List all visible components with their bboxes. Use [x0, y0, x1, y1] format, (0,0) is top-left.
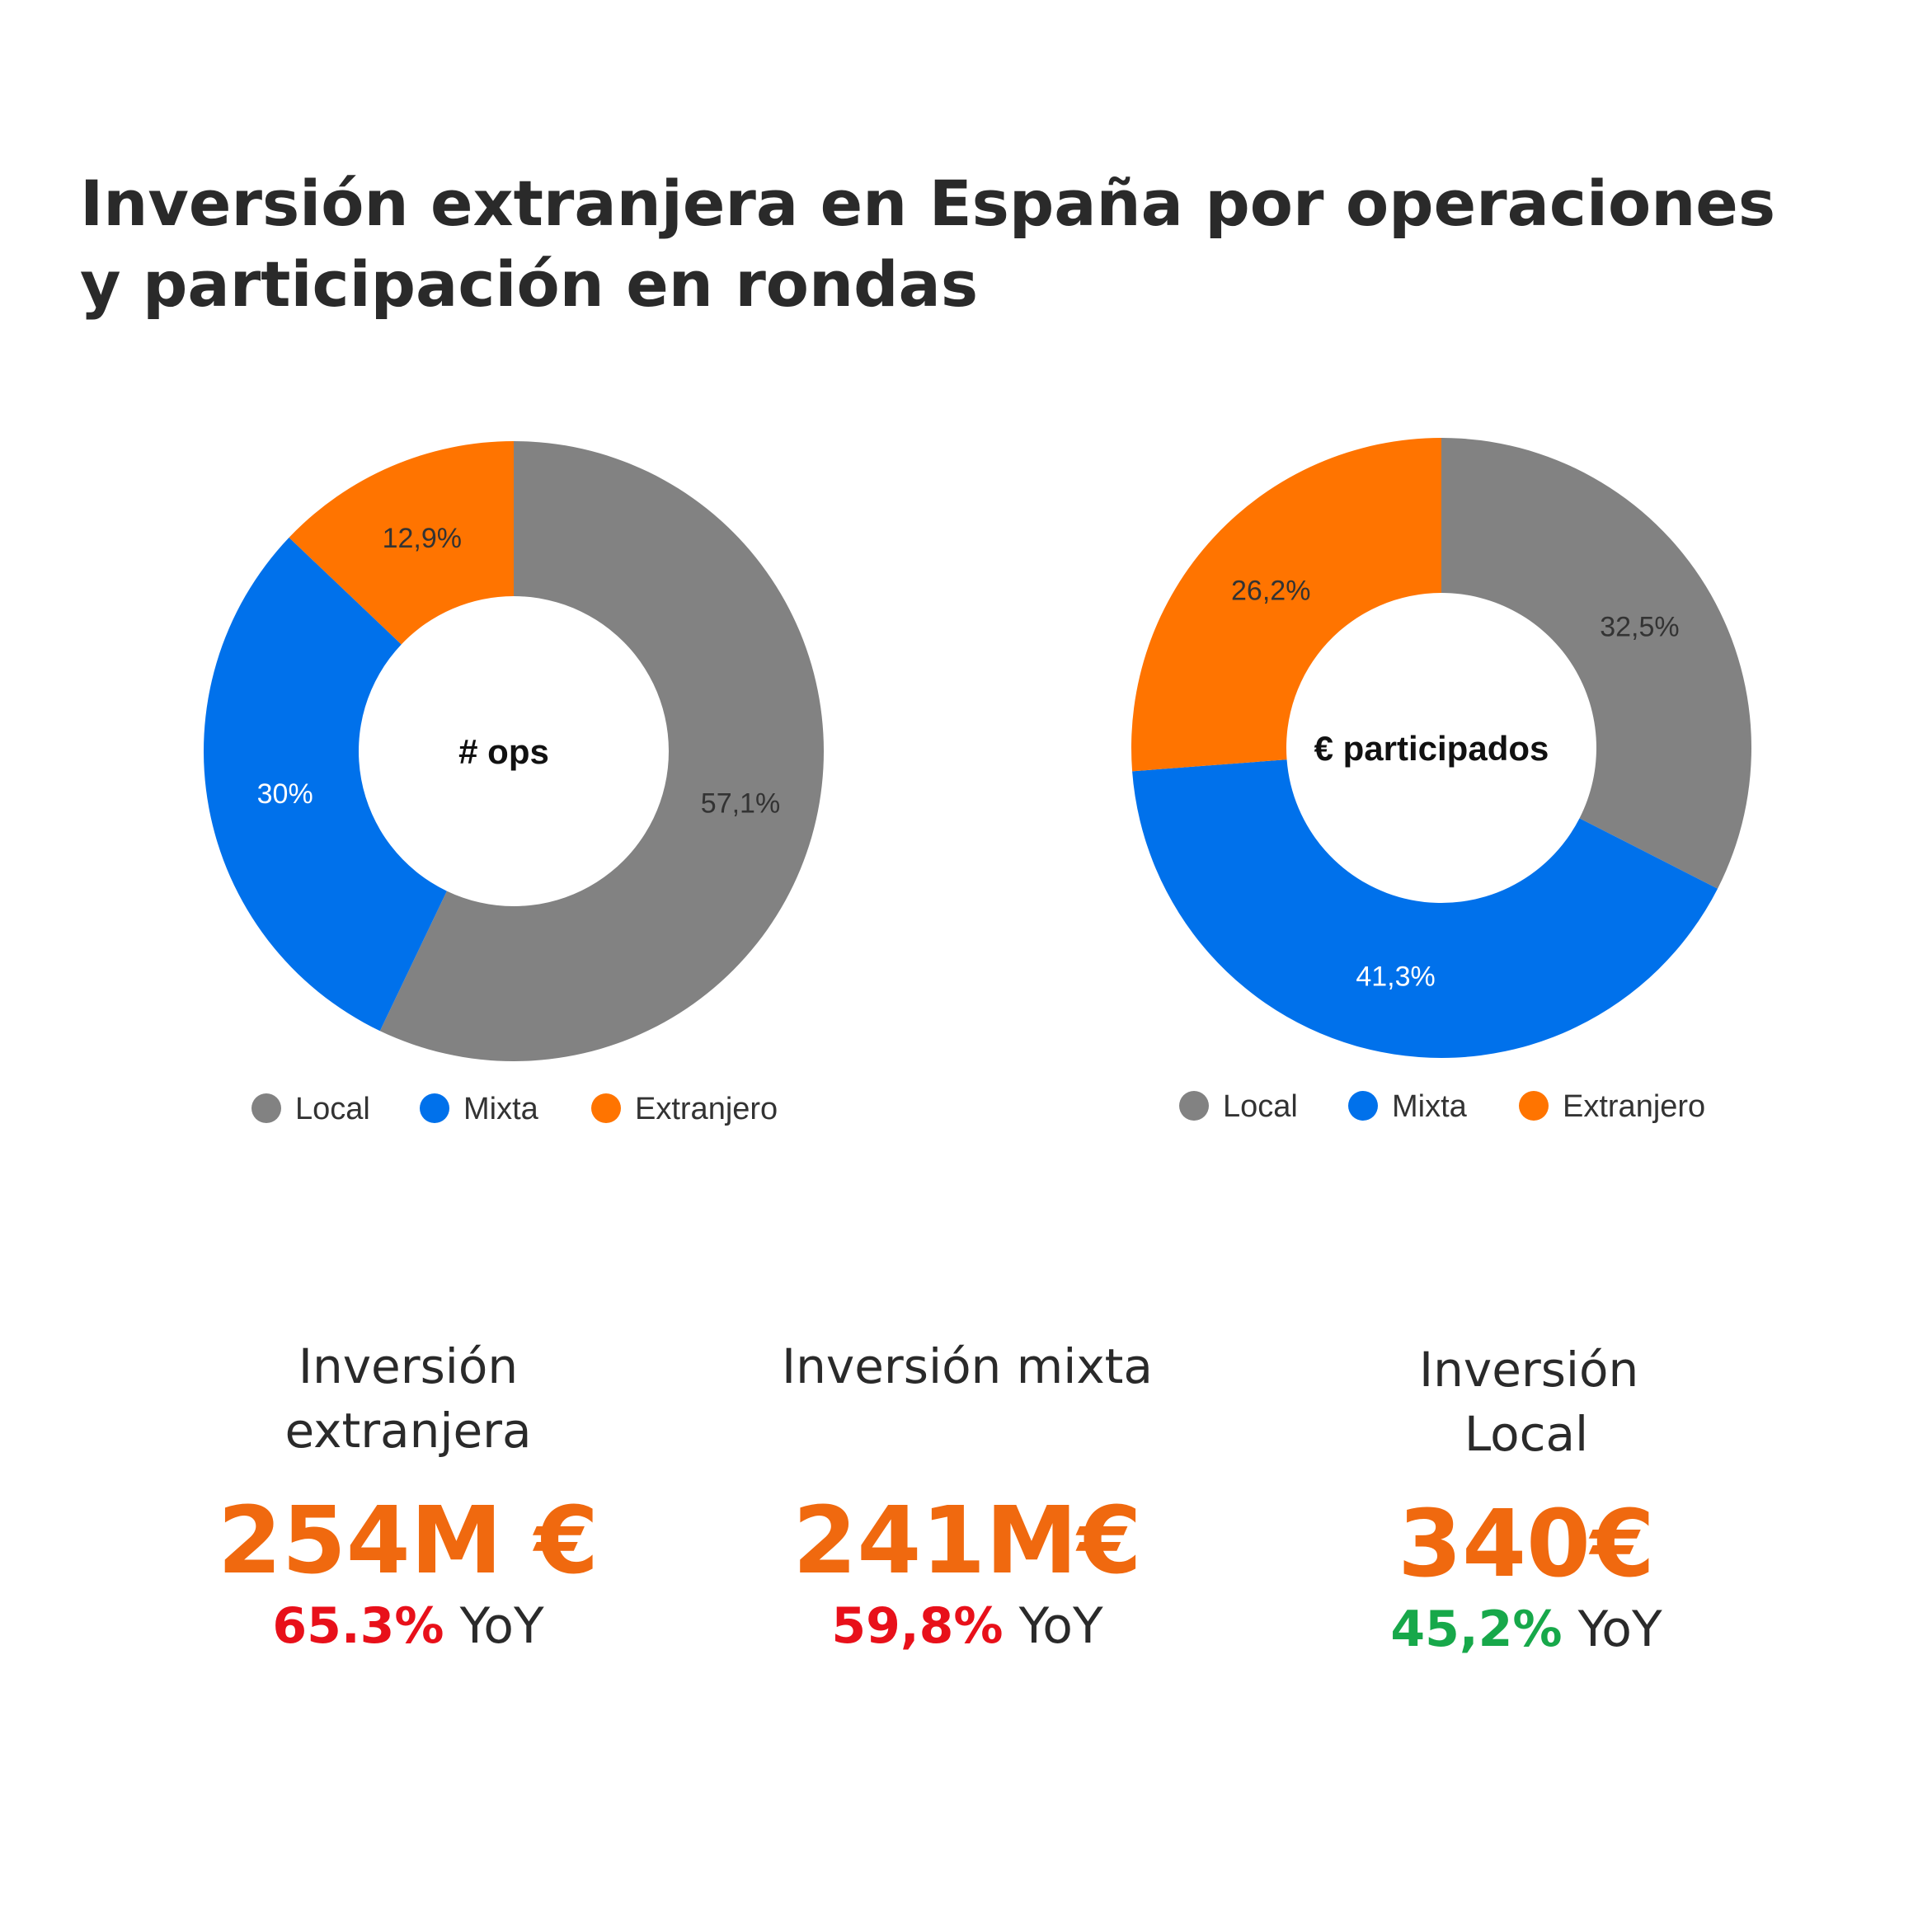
- kpi-foreign: Inversión extranjera 254M € 65.3% YoY: [144, 1334, 672, 1657]
- kpi-change: 45,2%: [1390, 1601, 1563, 1658]
- kpi-mixed: Inversión mixta 241M€ 59,8% YoY: [703, 1334, 1231, 1657]
- kpi-value: 254M €: [217, 1488, 599, 1595]
- kpi-suffix: YoY: [459, 1597, 544, 1655]
- kpi-suffix: YoY: [1018, 1597, 1103, 1655]
- legend-marker: [1519, 1091, 1549, 1121]
- kpi-change: 65.3%: [272, 1597, 444, 1655]
- legend-item-extranjero: Extranjero: [1563, 1089, 1705, 1124]
- kpi-label: Inversión extranjera: [284, 1338, 532, 1459]
- kpi-change: 59,8%: [831, 1597, 1004, 1655]
- data-label: 32,5%: [1600, 612, 1679, 643]
- center-label: € participados: [1314, 729, 1549, 768]
- kpi-yoy: 59,8% YoY: [703, 1595, 1231, 1657]
- slice-mixta: [204, 537, 447, 1032]
- legend-marker: [251, 1093, 281, 1123]
- slice-local: [379, 441, 824, 1061]
- data-label: 12,9%: [383, 523, 462, 554]
- page-title: Inversión extranjera en España por opera…: [80, 167, 1776, 321]
- center-label: # ops: [458, 732, 549, 771]
- data-label: 30%: [257, 778, 313, 810]
- data-label: 26,2%: [1231, 575, 1310, 606]
- legend-marker: [1348, 1091, 1378, 1121]
- donut-charts: 57,1% 30% 12,9% # ops Local Mixta Extranjero 32…: [204, 438, 1751, 1126]
- legend-item-local: Local: [1223, 1089, 1298, 1124]
- data-label: 41,3%: [1356, 961, 1435, 992]
- kpi-local: Inversión Local 340€ 45,2% YoY: [1262, 1337, 1790, 1661]
- slice-extranjero: [1131, 438, 1441, 772]
- data-label: 57,1%: [701, 787, 780, 819]
- kpi-label: Inversión mixta: [782, 1338, 1153, 1394]
- legend-item-local: Local: [295, 1092, 370, 1126]
- kpi-yoy: 65.3% YoY: [144, 1595, 672, 1657]
- slice-extranjero: [289, 441, 514, 645]
- kpi-label: Inversión Local: [1419, 1342, 1639, 1462]
- legend-marker: [420, 1093, 449, 1123]
- legend-marker: [591, 1093, 621, 1123]
- kpi-suffix: YoY: [1577, 1601, 1662, 1658]
- legend-marker: [1179, 1091, 1209, 1121]
- legend-item-mixta: Mixta: [1392, 1089, 1468, 1124]
- kpi-yoy: 45,2% YoY: [1262, 1598, 1790, 1661]
- kpi-value: 340€: [1398, 1491, 1655, 1598]
- legend-item-mixta: Mixta: [463, 1092, 539, 1126]
- kpi-value: 241M€: [792, 1488, 1142, 1595]
- slice-local: [1441, 438, 1751, 889]
- slice-mixta: [1132, 759, 1718, 1059]
- legend-item-extranjero: Extranjero: [635, 1092, 778, 1126]
